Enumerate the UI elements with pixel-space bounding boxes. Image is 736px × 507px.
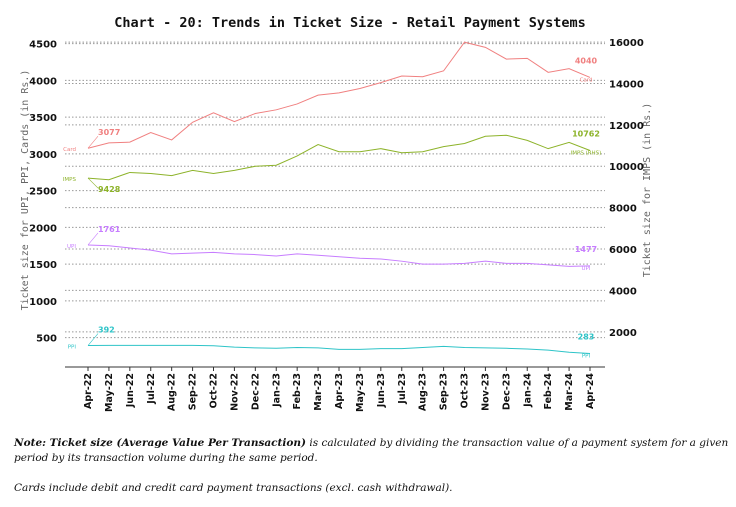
series-name-label-start: PPI (68, 345, 77, 351)
start-value-label: 9428 (98, 185, 121, 194)
x-tick-label: Jun-22 (125, 373, 136, 408)
x-tick-label: May-23 (355, 373, 366, 412)
x-tick-label: Jul-22 (146, 373, 157, 405)
y2-tick-label: 12000 (609, 121, 644, 132)
leader-line (87, 177, 99, 189)
end-value-label: 10762 (572, 129, 600, 138)
x-tick-label: Nov-23 (480, 373, 491, 411)
x-tick-label: Oct-23 (460, 373, 471, 408)
series-name-label-start: UPI (67, 244, 76, 250)
x-tick-label: Feb-24 (543, 373, 554, 410)
y2-tick-label: 4000 (609, 286, 637, 297)
series-name-label-end: UPI (582, 266, 591, 272)
y2-tick-label: 16000 (609, 38, 644, 49)
x-tick-label: Apr-23 (334, 373, 345, 409)
x-tick-label: Jun-23 (376, 373, 387, 408)
y-tick-label: 500 (36, 334, 57, 345)
x-tick-label: Oct-22 (209, 373, 220, 408)
x-tick-label: Dec-22 (250, 373, 261, 410)
series-line-ppi (87, 344, 591, 355)
end-value-label: 283 (578, 333, 595, 342)
leader-line (87, 333, 99, 346)
series-name-label-start: IMPS (63, 177, 77, 183)
leader-line (87, 136, 99, 149)
x-tick-label: Jan-24 (522, 373, 533, 408)
series-line-upi (87, 244, 591, 267)
x-tick-label: Aug-23 (418, 373, 429, 411)
start-value-label: 3077 (98, 128, 120, 137)
chart-title: Chart - 20: Trends in Ticket Size - Reta… (114, 15, 585, 31)
y-tick-label: 3000 (29, 150, 57, 161)
y2-tick-label: 14000 (609, 79, 644, 90)
x-tick-label: Mar-24 (564, 373, 575, 411)
x-tick-label: Feb-23 (292, 373, 303, 410)
x-tick-label: Nov-22 (229, 373, 240, 411)
note-cards: Cards include debit and credit card paym… (14, 482, 453, 494)
x-tick-label: Jul-23 (397, 373, 408, 405)
x-tick-label: Apr-24 (585, 373, 596, 409)
y-tick-label: 1000 (29, 297, 57, 308)
series-name-label-end: Card (580, 77, 593, 83)
y2-tick-label: 8000 (609, 204, 637, 215)
y-tick-label: 2500 (29, 187, 57, 198)
leader-line (87, 232, 99, 246)
y-tick-label: 4000 (29, 76, 57, 87)
series-line-card (87, 41, 591, 149)
note-bold: Note: Ticket size (Average Value Per Tra… (14, 437, 307, 449)
note-ticket-size: Note: Ticket size (Average Value Per Tra… (14, 436, 729, 466)
x-tick-label: Sep-23 (439, 373, 450, 410)
y-tick-label: 3500 (29, 113, 57, 124)
y-axis-label: Ticket size for UPI, PPI, Cards (in Rs.) (20, 70, 31, 311)
x-tick-label: Jan-23 (271, 373, 282, 408)
end-value-label: 1477 (575, 245, 597, 254)
x-tick-label: Aug-22 (167, 373, 178, 411)
x-tick-label: Sep-22 (188, 373, 199, 410)
series-name-label-end: IMPS (RHS) (571, 150, 602, 156)
y2-tick-label: 2000 (609, 328, 637, 339)
x-tick-label: May-22 (104, 373, 115, 412)
y2-axis-label: Ticket size for IMPS (in Rs.) (642, 103, 653, 278)
start-value-label: 392 (98, 326, 115, 335)
chart: Chart - 20: Trends in Ticket Size - Reta… (20, 15, 653, 412)
series-name-label-end: PPI (582, 354, 591, 360)
y2-tick-label: 10000 (609, 162, 644, 173)
x-tick-label: Apr-22 (83, 373, 94, 409)
x-tick-label: Dec-23 (501, 373, 512, 410)
x-tick-label: Mar-23 (313, 373, 324, 411)
end-value-label: 4040 (575, 56, 598, 65)
y-tick-label: 2000 (29, 223, 57, 234)
note-rest: is calculated by dividing the transactio… (14, 437, 729, 464)
y2-tick-label: 6000 (609, 245, 637, 256)
start-value-label: 1761 (98, 225, 121, 234)
y-tick-label: 4500 (29, 40, 57, 51)
y-tick-label: 1500 (29, 260, 57, 271)
series-line-imps (87, 134, 591, 181)
series-name-label-start: Card (63, 147, 76, 153)
